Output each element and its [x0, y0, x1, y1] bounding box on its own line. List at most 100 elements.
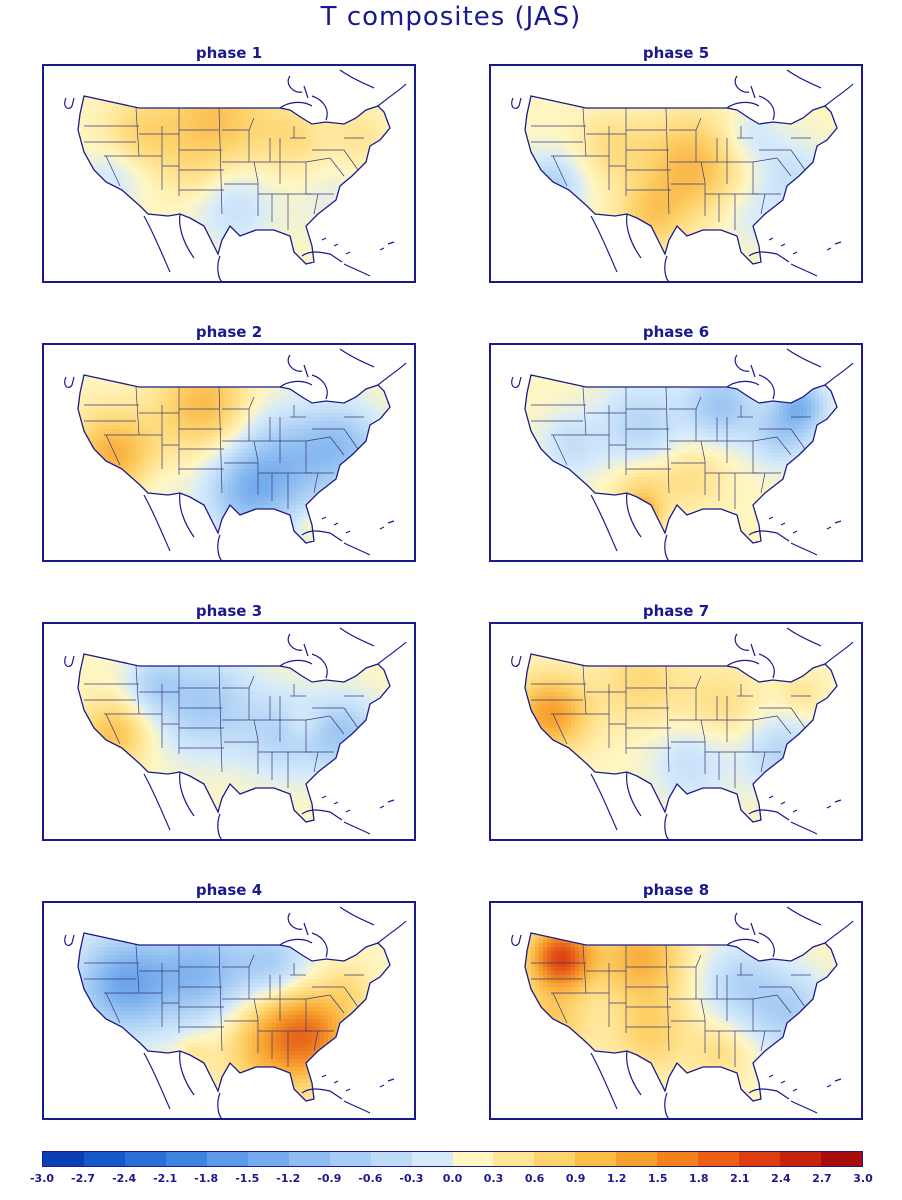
map-panel-phase-5 [489, 64, 863, 283]
map-panel-phase-1 [42, 64, 416, 283]
colorbar-tick-label: -0.6 [358, 1172, 382, 1185]
coastlines [511, 69, 854, 281]
colorbar-tick-label: -1.8 [194, 1172, 218, 1185]
panel-title-phase-3: phase 3 [42, 602, 416, 620]
colorbar-tick-label: 2.7 [812, 1172, 832, 1185]
map-panel-phase-4 [42, 901, 416, 1120]
panel-title-phase-8: phase 8 [489, 881, 863, 899]
colorbar-swatch [739, 1152, 781, 1166]
map-panel-phase-6 [489, 343, 863, 562]
coastlines [64, 906, 407, 1118]
temperature-field [78, 375, 390, 543]
us-temperature-map [511, 69, 854, 281]
state-boundaries [84, 665, 364, 788]
state-boundaries [531, 665, 811, 788]
us-temperature-map [511, 348, 854, 560]
colorbar-swatch [534, 1152, 576, 1166]
colorbar-swatch [616, 1152, 658, 1166]
colorbar-swatch [124, 1152, 166, 1166]
map-panel-phase-2 [42, 343, 416, 562]
us-temperature-map [64, 69, 407, 281]
coastlines [64, 627, 407, 839]
panel-title-phase-5: phase 5 [489, 44, 863, 62]
panel-title-phase-6: phase 6 [489, 323, 863, 341]
colorbar-swatch [780, 1152, 822, 1166]
colorbar-swatch [165, 1152, 207, 1166]
colorbar-tick-label: -2.7 [71, 1172, 95, 1185]
panel-title-phase-4: phase 4 [42, 881, 416, 899]
coastlines [64, 69, 407, 281]
colorbar-tick-label: -1.5 [235, 1172, 259, 1185]
state-boundaries [84, 386, 364, 509]
colorbar-tick-label: 1.2 [607, 1172, 627, 1185]
colorbar-tick-label: -2.1 [153, 1172, 177, 1185]
us-temperature-map [511, 627, 854, 839]
colorbar-tick-label: -3.0 [30, 1172, 54, 1185]
temperature-field [78, 96, 390, 264]
colorbar-tick-label: 0.9 [566, 1172, 586, 1185]
colorbar-labels: -3.0 -2.7 -2.4 -2.1 -1.8 -1.5 -1.2 -0.9 -0.6 -0.3… [0, 1172, 902, 1192]
temperature-field [525, 933, 837, 1101]
coastlines [64, 348, 407, 560]
colorbar-swatch [493, 1152, 535, 1166]
colorbar-swatch [575, 1152, 617, 1166]
us-border-outline [77, 653, 391, 823]
us-temperature-map [64, 627, 407, 839]
figure-title: T composites (JAS) [0, 2, 902, 32]
colorbar-tick-label: 0.3 [484, 1172, 504, 1185]
panel-title-phase-2: phase 2 [42, 323, 416, 341]
temperature-field [525, 96, 837, 264]
us-border-outline [77, 374, 391, 544]
colorbar-swatch [247, 1152, 289, 1166]
us-temperature-map [511, 906, 854, 1118]
colorbar-swatch [698, 1152, 740, 1166]
us-border-outline [524, 374, 838, 544]
colorbar-swatch [206, 1152, 248, 1166]
colorbar [42, 1151, 863, 1167]
us-border-outline [77, 932, 391, 1102]
colorbar-tick-label: 3.0 [853, 1172, 873, 1185]
colorbar-swatch [657, 1152, 699, 1166]
colorbar-swatch [411, 1152, 453, 1166]
colorbar-tick-label: 2.4 [771, 1172, 791, 1185]
map-panel-phase-7 [489, 622, 863, 841]
panel-title-phase-7: phase 7 [489, 602, 863, 620]
temperature-field [525, 654, 837, 822]
colorbar-tick-label: -0.3 [399, 1172, 423, 1185]
us-temperature-map [64, 906, 407, 1118]
state-boundaries [84, 107, 364, 230]
state-boundaries [531, 386, 811, 509]
us-border-outline [524, 95, 838, 265]
temperature-field [525, 375, 837, 543]
colorbar-swatch [329, 1152, 371, 1166]
colorbar-tick-label: -2.4 [112, 1172, 136, 1185]
colorbar-swatch [370, 1152, 412, 1166]
state-boundaries [531, 107, 811, 230]
colorbar-tick-label: -1.2 [276, 1172, 300, 1185]
state-boundaries [531, 944, 811, 1067]
us-border-outline [77, 95, 391, 265]
coastlines [511, 348, 854, 560]
state-boundaries [84, 944, 364, 1067]
temperature-field [78, 654, 390, 822]
colorbar-tick-label: 1.5 [648, 1172, 668, 1185]
colorbar-tick-label: -0.9 [317, 1172, 341, 1185]
panel-title-phase-1: phase 1 [42, 44, 416, 62]
us-temperature-map [64, 348, 407, 560]
colorbar-swatch [288, 1152, 330, 1166]
colorbar-tick-label: 2.1 [730, 1172, 750, 1185]
map-panel-phase-3 [42, 622, 416, 841]
colorbar-tick-label: 1.8 [689, 1172, 709, 1185]
temperature-field [78, 933, 390, 1101]
colorbar-tick-label: 0.6 [525, 1172, 545, 1185]
us-border-outline [524, 932, 838, 1102]
map-panel-phase-8 [489, 901, 863, 1120]
us-border-outline [524, 653, 838, 823]
colorbar-swatch [83, 1152, 125, 1166]
colorbar-swatch [452, 1152, 494, 1166]
colorbar-tick-label: 0.0 [443, 1172, 463, 1185]
colorbar-swatch [43, 1152, 84, 1166]
colorbar-swatch [821, 1152, 863, 1166]
coastlines [511, 627, 854, 839]
coastlines [511, 906, 854, 1118]
